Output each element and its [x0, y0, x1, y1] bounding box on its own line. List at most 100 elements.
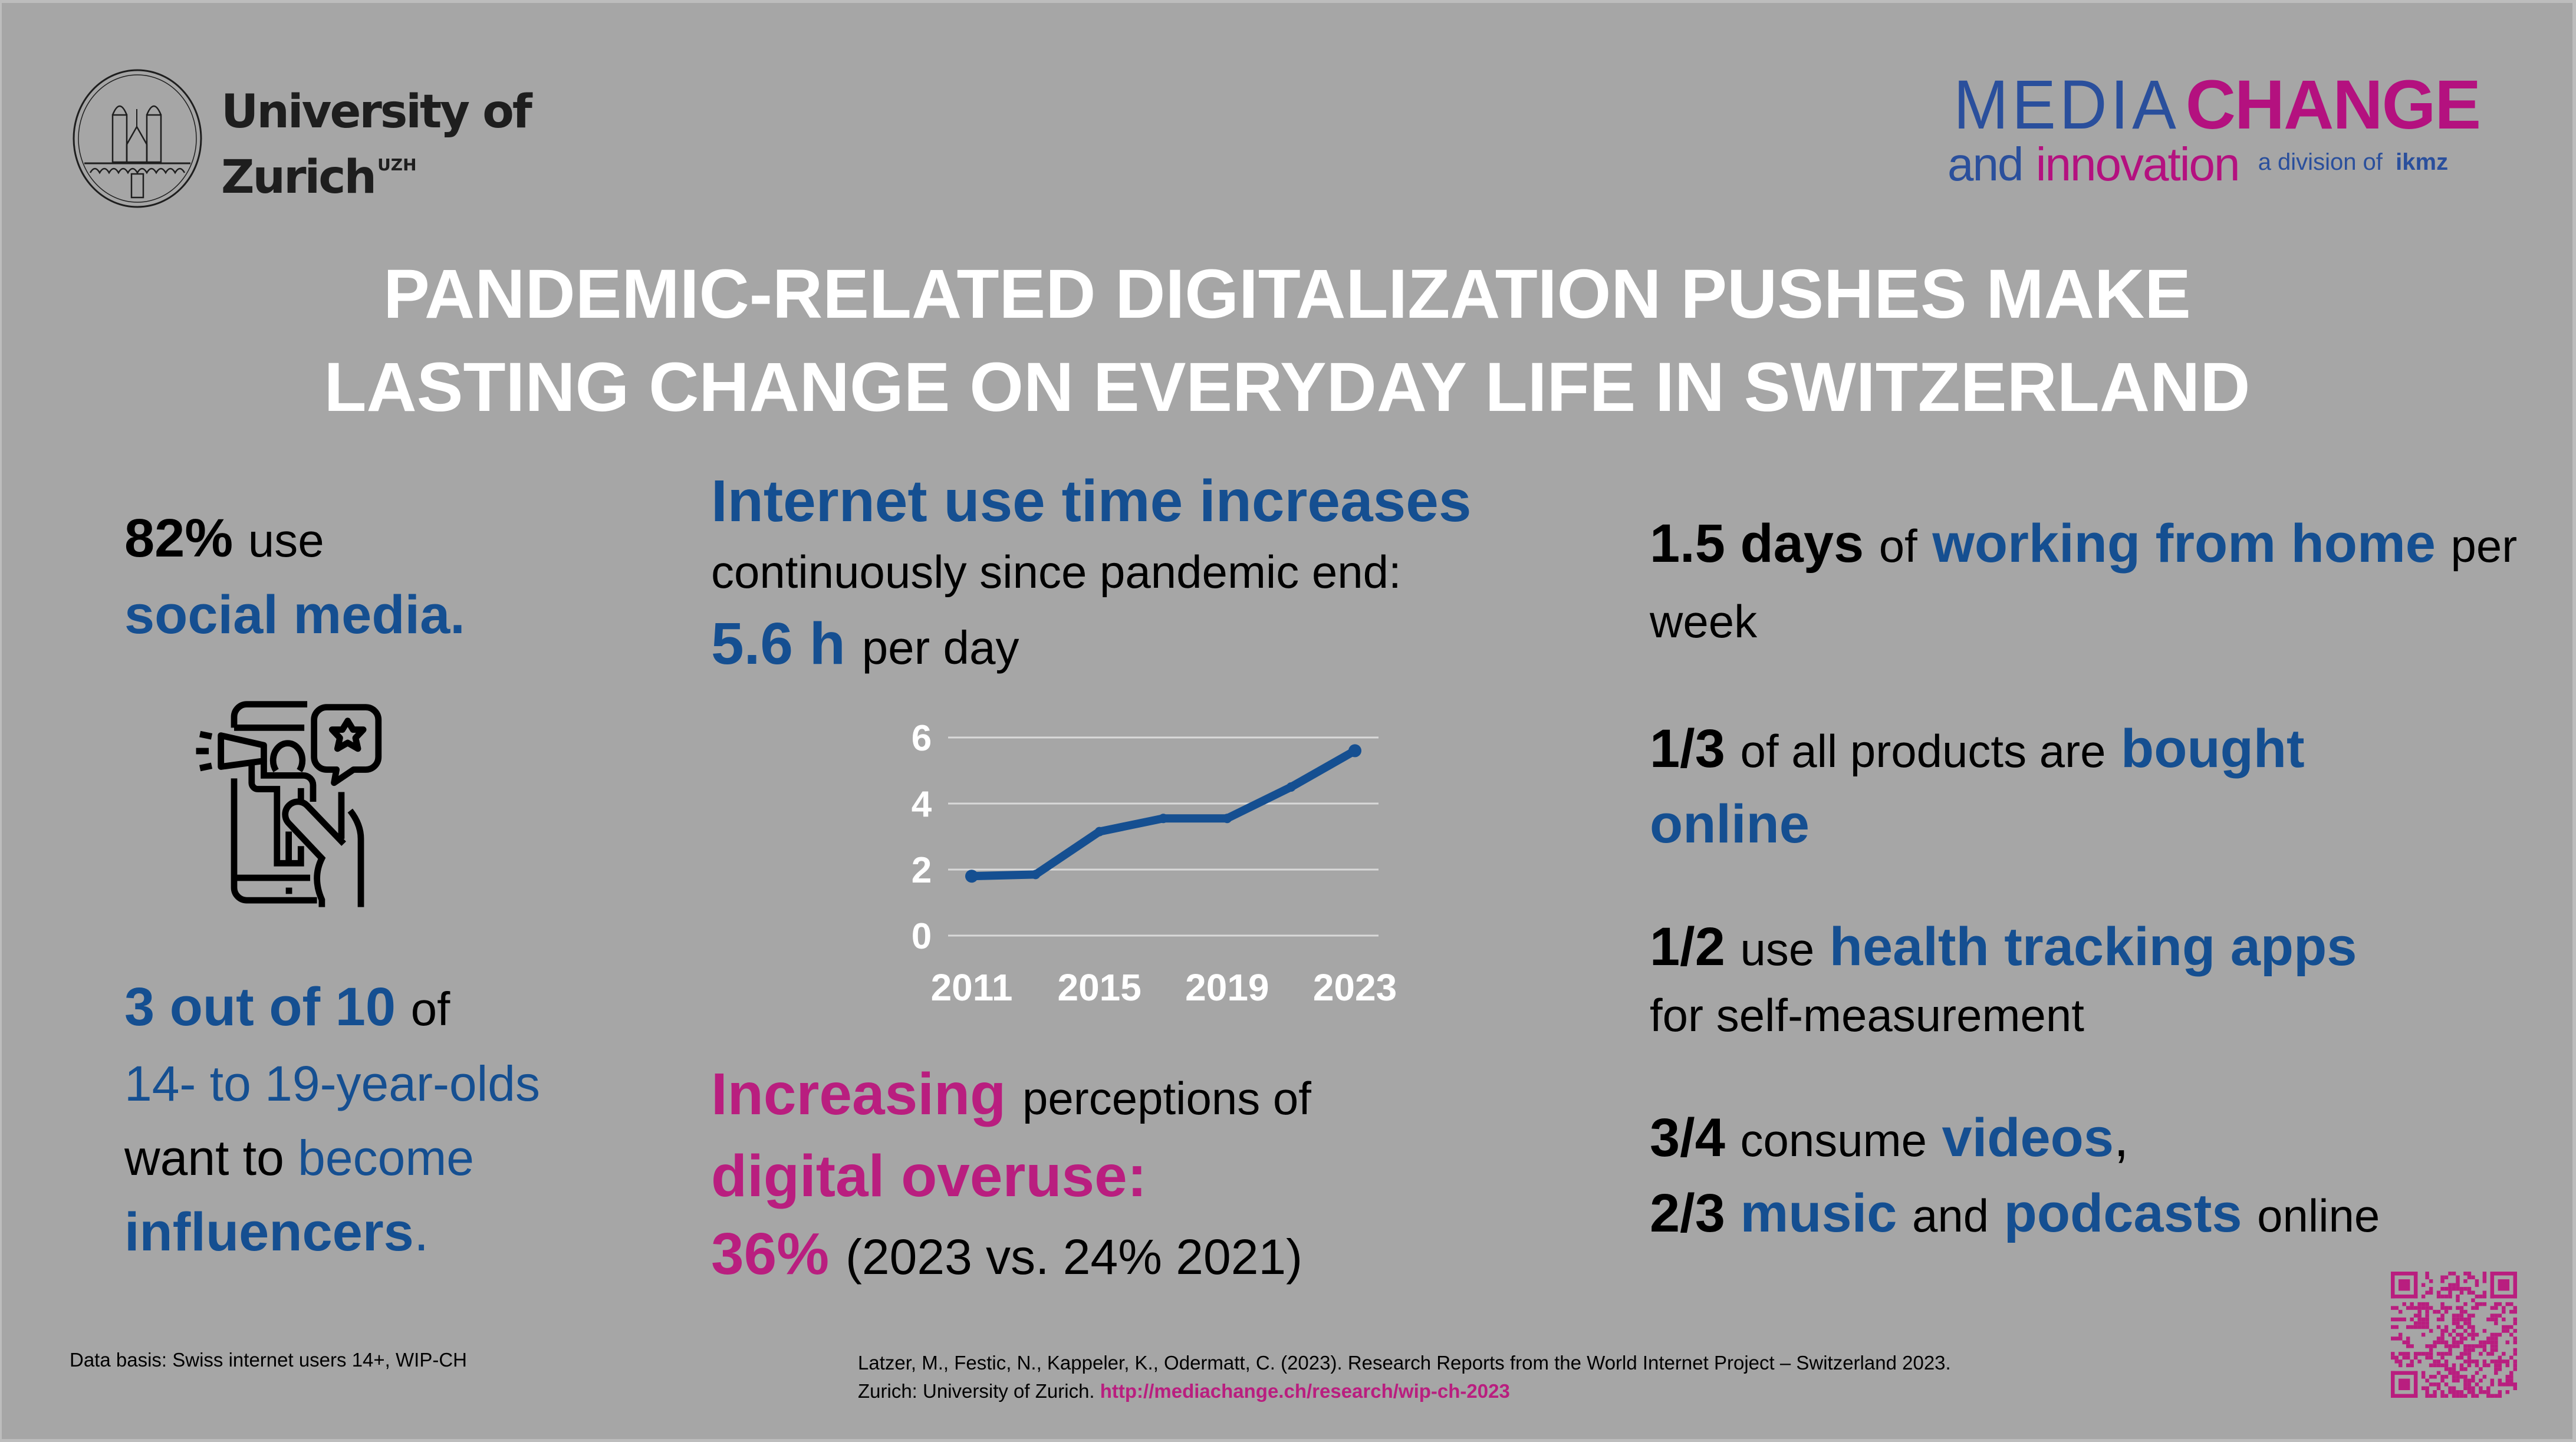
qr-module: [2448, 1272, 2452, 1276]
qr-module: [2440, 1378, 2445, 1383]
qr-module: [2440, 1279, 2445, 1283]
qr-module: [2505, 1363, 2510, 1368]
qr-module: [2444, 1329, 2449, 1333]
qr-module: [2425, 1272, 2429, 1276]
qr-module: [2463, 1359, 2468, 1364]
citation-line1: Latzer, M., Festic, N., Kappeler, K., Od…: [858, 1352, 1951, 1374]
qr-module: [2498, 1279, 2510, 1291]
page-title: PANDEMIC-RELATED DIGITALIZATION PUSHES M…: [2, 248, 2572, 434]
qr-module: [2452, 1317, 2456, 1322]
qr-module: [2456, 1344, 2460, 1348]
qr-module: [2444, 1275, 2449, 1279]
qr-module: [2406, 1325, 2410, 1329]
qr-module: [2471, 1325, 2475, 1329]
qr-module: [2456, 1332, 2460, 1337]
internet-use-heading: Internet use time increases: [711, 468, 1472, 534]
qr-module: [2410, 1317, 2414, 1322]
title-line1: PANDEMIC-RELATED DIGITALIZATION PUSHES M…: [383, 255, 2191, 333]
qr-module: [2440, 1336, 2445, 1341]
qr-module: [2406, 1363, 2410, 1368]
qr-module: [2513, 1348, 2517, 1352]
qr-module: [2509, 1325, 2514, 1329]
qr-module: [2471, 1332, 2475, 1337]
qr-module: [2490, 1313, 2495, 1318]
influencer-phone-megaphone-icon: [196, 701, 382, 907]
qr-module: [2502, 1317, 2506, 1322]
qr-module: [2417, 1302, 2422, 1306]
stat-number: 2/3: [1650, 1183, 1725, 1243]
qr-module: [2456, 1313, 2460, 1318]
qr-module: [2475, 1294, 2479, 1299]
stat-music-podcasts: 2/3 music and podcasts online: [1650, 1177, 2534, 1252]
qr-module: [2429, 1352, 2433, 1356]
qr-module: [2402, 1302, 2406, 1306]
qr-module: [2459, 1390, 2464, 1394]
citation-link[interactable]: http://mediachange.ch/research/wip-ch-20…: [1100, 1380, 1510, 1402]
qr-module: [2452, 1329, 2456, 1333]
qr-module: [2456, 1317, 2460, 1322]
qr-module: [2452, 1313, 2456, 1318]
qr-module: [2444, 1382, 2449, 1387]
qr-module: [2398, 1336, 2403, 1341]
qr-module: [2482, 1359, 2487, 1364]
qr-module: [2498, 1378, 2502, 1383]
qr-module: [2452, 1378, 2456, 1383]
qr-module: [2494, 1348, 2498, 1352]
qr-module: [2391, 1317, 2395, 1322]
qr-module: [2471, 1386, 2475, 1391]
stat-number: 1/2: [1650, 917, 1725, 977]
qr-module: [2429, 1286, 2433, 1291]
qr-module: [2479, 1294, 2483, 1299]
stat-highlight: working from home: [1932, 513, 2436, 574]
qr-module: [2513, 1336, 2517, 1341]
qr-module: [2502, 1306, 2506, 1310]
qr-module: [2467, 1313, 2472, 1318]
qr-module: [2463, 1302, 2468, 1306]
qr-module: [2467, 1286, 2472, 1291]
qr-module: [2513, 1382, 2517, 1387]
qr-module: [2417, 1317, 2422, 1322]
qr-module: [2513, 1363, 2517, 1368]
stat-highlight: podcasts: [2003, 1183, 2242, 1243]
qr-module: [2475, 1279, 2479, 1283]
data-point: [1348, 744, 1361, 758]
qr-module: [2436, 1290, 2441, 1295]
qr-module: [2410, 1344, 2414, 1348]
university-seal-icon: [73, 69, 202, 208]
qr-module: [2490, 1359, 2495, 1364]
qr-code-icon[interactable]: [2391, 1272, 2517, 1398]
qr-module: [2490, 1336, 2495, 1341]
social-pct: 82%: [124, 508, 233, 568]
qr-module: [2425, 1309, 2429, 1314]
qr-module: [2421, 1325, 2426, 1329]
qr-module: [2421, 1317, 2426, 1322]
qr-module: [2440, 1332, 2445, 1337]
qr-module: [2502, 1382, 2506, 1387]
qr-module: [2452, 1336, 2456, 1341]
qr-module: [2436, 1363, 2441, 1368]
qr-module: [2406, 1336, 2410, 1341]
qr-module: [2459, 1340, 2464, 1345]
qr-module: [2448, 1290, 2452, 1295]
qr-module: [2490, 1294, 2517, 1299]
qr-module: [2436, 1340, 2441, 1345]
stat-bought-online: 1/3 of all products are bought online: [1650, 712, 2387, 861]
qr-module: [2421, 1375, 2426, 1379]
internet-use-line-chart: 0 2 4 6 2011 2015 2019 2023: [912, 718, 1397, 1009]
qr-module: [2444, 1294, 2449, 1299]
qr-module: [2452, 1371, 2456, 1375]
uzh-line1: University of: [221, 85, 532, 139]
qr-module: [2402, 1355, 2406, 1360]
logo-ikmz: ikmz: [2396, 149, 2449, 175]
qr-module: [2436, 1382, 2441, 1387]
qr-module: [2494, 1340, 2498, 1345]
qr-module: [2463, 1309, 2468, 1314]
qr-module: [2417, 1306, 2422, 1310]
qr-module: [2398, 1363, 2403, 1368]
qr-module: [2433, 1390, 2437, 1394]
qr-module: [2456, 1306, 2460, 1310]
qr-module: [2444, 1325, 2449, 1329]
overuse-value: 36%: [711, 1221, 830, 1287]
qr-module: [2467, 1290, 2472, 1295]
qr-module: [2417, 1325, 2422, 1329]
